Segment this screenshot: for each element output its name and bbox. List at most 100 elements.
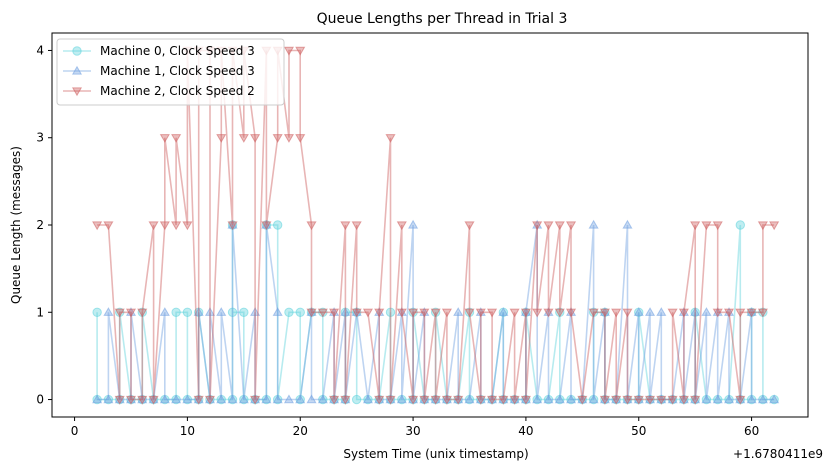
data-point — [430, 395, 441, 405]
legend-label: Machine 2, Clock Speed 2 — [100, 84, 255, 98]
data-point — [599, 395, 610, 405]
data-point — [295, 134, 306, 143]
x-tick-label: 20 — [293, 424, 308, 438]
data-point — [441, 395, 452, 405]
series-2 — [92, 46, 780, 405]
data-point — [340, 307, 351, 316]
data-point — [238, 394, 249, 404]
chart-title: Queue Lengths per Thread in Trial 3 — [317, 11, 568, 27]
data-point — [261, 394, 272, 404]
x-tick-label: 60 — [744, 424, 759, 438]
data-point — [148, 395, 159, 405]
data-point — [520, 395, 531, 405]
data-point — [171, 394, 182, 404]
x-axis-ticks: 0 10 20 30 40 50 60 — [71, 417, 759, 438]
data-point — [532, 394, 543, 404]
data-point — [171, 221, 182, 231]
data-point — [103, 221, 114, 231]
data-point — [114, 308, 125, 318]
data-point — [622, 219, 633, 229]
data-point — [295, 46, 306, 56]
data-point — [678, 395, 689, 405]
data-point — [408, 308, 419, 318]
data-point — [317, 394, 328, 404]
data-point — [509, 395, 520, 405]
data-point — [723, 308, 735, 318]
data-point — [565, 221, 577, 231]
y-axis-ticks: 0 1 2 3 4 — [36, 43, 52, 407]
data-point — [238, 134, 249, 143]
data-point — [554, 394, 565, 404]
data-point — [182, 394, 193, 404]
x-tick-label: 50 — [631, 424, 646, 438]
data-point — [272, 220, 283, 230]
data-point — [148, 221, 159, 231]
data-point — [340, 221, 351, 231]
data-point — [565, 308, 577, 318]
data-point — [182, 221, 193, 231]
data-point — [137, 395, 148, 405]
data-point — [735, 220, 745, 230]
legend-label: Machine 0, Clock Speed 3 — [100, 44, 255, 58]
data-point — [588, 219, 599, 229]
data-point — [599, 308, 610, 318]
data-point — [114, 395, 125, 405]
data-point — [464, 394, 475, 404]
data-point — [283, 46, 295, 56]
data-point — [667, 395, 678, 405]
data-point — [272, 307, 283, 316]
data-point — [92, 394, 103, 404]
x-tick-label: 0 — [71, 424, 79, 438]
data-point — [261, 221, 272, 231]
legend-entry: Machine 1, Clock Speed 3 — [63, 64, 255, 78]
data-point — [137, 308, 148, 318]
data-point — [701, 394, 712, 404]
data-point — [329, 395, 340, 405]
legend-marker — [71, 65, 83, 75]
data-point — [453, 395, 464, 405]
y-axis-label: Queue Length (messages) — [9, 146, 23, 304]
data-point — [656, 395, 667, 405]
data-point — [204, 395, 216, 405]
data-point — [396, 308, 407, 318]
data-point — [690, 221, 701, 231]
series-layer — [92, 46, 780, 405]
data-point — [486, 395, 498, 405]
data-point — [227, 394, 238, 404]
data-point — [295, 394, 306, 404]
legend-marker — [72, 46, 82, 56]
data-point — [746, 394, 757, 404]
data-point — [441, 308, 452, 318]
legend-label: Machine 1, Clock Speed 3 — [100, 64, 255, 78]
y-tick-label: 3 — [36, 131, 44, 145]
y-tick-label: 4 — [36, 43, 44, 57]
data-point — [103, 394, 114, 404]
x-axis-label: System Time (unix timestamp) — [343, 447, 528, 461]
x-tick-label: 30 — [405, 424, 420, 438]
data-point — [577, 395, 588, 405]
data-point — [396, 221, 407, 231]
data-point — [216, 134, 227, 143]
data-point — [283, 134, 295, 143]
data-point — [408, 395, 419, 405]
data-point — [735, 308, 746, 318]
data-point — [430, 308, 441, 318]
data-point — [283, 394, 295, 404]
data-point — [159, 394, 170, 404]
data-point — [757, 221, 768, 231]
plot-frame — [51, 32, 809, 418]
data-point — [554, 308, 565, 318]
data-point — [159, 307, 170, 316]
data-point — [712, 394, 723, 404]
data-point — [284, 307, 294, 317]
data-point — [453, 307, 464, 316]
data-point — [633, 307, 644, 316]
data-point — [329, 308, 340, 318]
x-tick-label: 40 — [518, 424, 533, 438]
data-point — [769, 394, 780, 404]
data-point — [351, 308, 362, 318]
data-point — [543, 221, 554, 231]
data-point — [239, 307, 249, 317]
